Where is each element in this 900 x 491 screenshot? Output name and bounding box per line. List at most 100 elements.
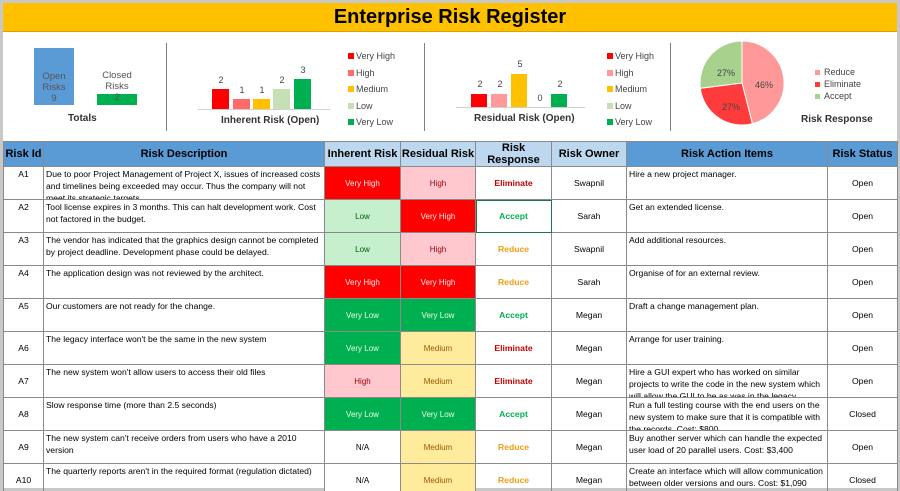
risk-action-cell[interactable]: Buy another server which can handle the …: [626, 430, 828, 464]
inherent-risk-cell[interactable]: Very High: [324, 265, 401, 299]
risk-action-cell[interactable]: Hire a GUI expert who has worked on simi…: [626, 364, 828, 398]
table-row: A1 Due to poor Project Management of Pro…: [3, 166, 898, 200]
risk-status-cell[interactable]: Open: [827, 331, 898, 365]
risk-id-cell[interactable]: A4: [3, 265, 44, 299]
risk-status-cell[interactable]: Closed: [827, 463, 898, 491]
legend-label: Low: [356, 100, 373, 111]
risk-response-cell[interactable]: Reduce: [475, 265, 552, 299]
risk-owner-cell[interactable]: Sarah: [551, 265, 627, 299]
col-header-risk-status[interactable]: Risk Status: [827, 141, 898, 167]
risk-status-cell[interactable]: Open: [827, 364, 898, 398]
risk-owner-cell[interactable]: Swapnil: [551, 232, 627, 266]
risk-owner-cell[interactable]: Megan: [551, 397, 627, 431]
cell-text: Hire a GUI expert who has worked on simi…: [629, 367, 821, 397]
inherent-risk-cell[interactable]: N/A: [324, 463, 401, 491]
risk-response-cell[interactable]: Eliminate: [475, 166, 552, 200]
risk-response-cell-selected[interactable]: Accept▼: [475, 199, 552, 233]
risk-id-cell[interactable]: A8: [3, 397, 44, 431]
risk-owner-cell[interactable]: Swapnil: [551, 166, 627, 200]
risk-id-cell[interactable]: A2: [3, 199, 44, 233]
risk-description-cell[interactable]: Our customers are not ready for the chan…: [43, 298, 325, 332]
risk-action-cell[interactable]: Add additional resources.: [626, 232, 828, 266]
risk-owner-cell[interactable]: Megan: [551, 430, 627, 464]
risk-response-cell[interactable]: Reduce: [475, 232, 552, 266]
residual-risk-cell[interactable]: Very High: [400, 265, 476, 299]
legend-swatch: [607, 69, 613, 76]
risk-action-cell[interactable]: Get an extended license.: [626, 199, 828, 233]
risk-status-cell[interactable]: Open: [827, 199, 898, 233]
legend-label: Medium: [615, 84, 648, 95]
inherent-risk-cell[interactable]: Very Low: [324, 331, 401, 365]
inherent-risk-cell[interactable]: Very High: [324, 166, 401, 200]
residual-risk-cell[interactable]: Medium: [400, 331, 476, 365]
totals-title: Totals: [68, 113, 97, 124]
risk-response-cell[interactable]: Eliminate: [475, 331, 552, 365]
risk-owner-cell[interactable]: Megan: [551, 298, 627, 332]
col-header-residual-risk[interactable]: Residual Risk: [400, 141, 476, 167]
risk-response-cell[interactable]: Reduce: [475, 463, 552, 491]
risk-owner-cell[interactable]: Megan: [551, 463, 627, 491]
inherent-risk-cell[interactable]: Low: [324, 199, 401, 233]
risk-action-cell[interactable]: Arrange for user training.: [626, 331, 828, 365]
inherent-risk-cell[interactable]: Very Low: [324, 397, 401, 431]
risk-owner-cell[interactable]: Megan: [551, 331, 627, 365]
risk-response-cell[interactable]: Reduce: [475, 430, 552, 464]
residual-risk-cell[interactable]: Medium: [400, 364, 476, 398]
risk-id-cell[interactable]: A1: [3, 166, 44, 200]
inherent-risk-cell[interactable]: Low: [324, 232, 401, 266]
risk-status-cell[interactable]: Open: [827, 166, 898, 200]
col-header-risk-owner[interactable]: Risk Owner: [551, 141, 627, 167]
risk-owner-cell[interactable]: Megan: [551, 364, 627, 398]
risk-description-cell[interactable]: The new system won't allow users to acce…: [43, 364, 325, 398]
residual-risk-cell[interactable]: Very High: [400, 199, 476, 233]
inherent-risk-cell[interactable]: Very Low: [324, 298, 401, 332]
residual-risk-cell[interactable]: High: [400, 166, 476, 200]
risk-id-cell[interactable]: A6: [3, 331, 44, 365]
risk-status-cell[interactable]: Open: [827, 430, 898, 464]
risk-description-cell[interactable]: Tool license expires in 3 months. This c…: [43, 199, 325, 233]
risk-description-cell[interactable]: Due to poor Project Management of Projec…: [43, 166, 325, 200]
risk-owner-cell[interactable]: Sarah: [551, 199, 627, 233]
risk-description-cell[interactable]: The application design was not reviewed …: [43, 265, 325, 299]
residual-risk-cell[interactable]: Medium: [400, 463, 476, 491]
inherent-risk-cell[interactable]: N/A: [324, 430, 401, 464]
risk-status-cell[interactable]: Open: [827, 232, 898, 266]
col-header-risk-action-items[interactable]: Risk Action Items: [626, 141, 828, 167]
risk-response-cell[interactable]: Eliminate: [475, 364, 552, 398]
risk-description-cell[interactable]: The vendor has indicated that the graphi…: [43, 232, 325, 266]
risk-status-cell[interactable]: Closed: [827, 397, 898, 431]
risk-id-cell[interactable]: A10: [3, 463, 44, 491]
col-header-risk-description[interactable]: Risk Description: [43, 141, 325, 167]
residual-risk-cell[interactable]: Medium: [400, 430, 476, 464]
risk-action-cell[interactable]: Create an interface which will allow com…: [626, 463, 828, 491]
residual-risk-cell[interactable]: High: [400, 232, 476, 266]
cell-text: Create an interface which will allow com…: [629, 466, 823, 489]
risk-id-cell[interactable]: A3: [3, 232, 44, 266]
col-header-risk-id[interactable]: Risk Id: [3, 141, 44, 167]
risk-action-cell[interactable]: Draft a change management plan.: [626, 298, 828, 332]
risk-id-cell[interactable]: A7: [3, 364, 44, 398]
risk-description-cell[interactable]: Slow response time (more than 2.5 second…: [43, 397, 325, 431]
risk-response-cell[interactable]: Accept: [475, 298, 552, 332]
residual-risk-cell[interactable]: Very Low: [400, 397, 476, 431]
inherent-risk-cell[interactable]: High: [324, 364, 401, 398]
risk-response-cell[interactable]: Accept: [475, 397, 552, 431]
risk-description-cell[interactable]: The legacy interface won't be the same i…: [43, 331, 325, 365]
col-header-risk-response[interactable]: Risk Response: [475, 141, 552, 167]
risk-description-cell[interactable]: The quarterly reports aren't in the requ…: [43, 463, 325, 491]
risk-action-cell[interactable]: Run a full testing course with the end u…: [626, 397, 828, 431]
risk-action-cell[interactable]: Organise of for an external review.: [626, 265, 828, 299]
risk-id-cell[interactable]: A9: [3, 430, 44, 464]
cell-text: Add additional resources.: [629, 235, 726, 245]
legend-swatch: [815, 69, 820, 75]
risk-description-cell[interactable]: The new system can't receive orders from…: [43, 430, 325, 464]
legend-swatch: [815, 81, 820, 87]
risk-status-cell[interactable]: Open: [827, 298, 898, 332]
col-header-inherent-risk[interactable]: Inherent Risk: [324, 141, 401, 167]
risk-action-cell[interactable]: Hire a new project manager.: [626, 166, 828, 200]
residual-risk-cell[interactable]: Very Low: [400, 298, 476, 332]
table-row: A5 Our customers are not ready for the c…: [3, 298, 898, 332]
risk-status-cell[interactable]: Open: [827, 265, 898, 299]
cell-text: Draft a change management plan.: [629, 301, 759, 311]
risk-id-cell[interactable]: A5: [3, 298, 44, 332]
